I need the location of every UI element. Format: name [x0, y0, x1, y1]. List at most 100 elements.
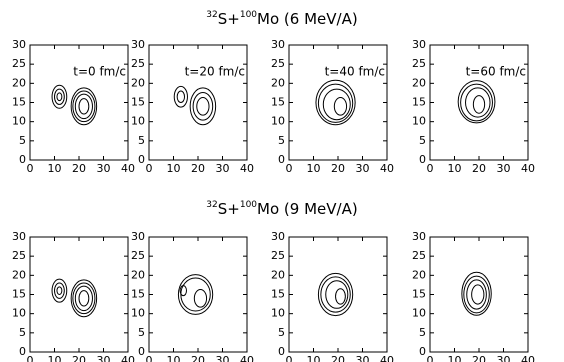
- x-tick-label: 40: [240, 162, 254, 175]
- y-tick-label: 10: [271, 115, 285, 128]
- y-tick-label: 15: [412, 288, 426, 301]
- x-tick-label: 0: [286, 354, 293, 362]
- x-tick-label: 30: [216, 354, 230, 362]
- y-tick-label: 0: [19, 153, 26, 166]
- contour-line: [189, 87, 217, 126]
- contour-line: [176, 90, 186, 103]
- y-tick-label: 5: [419, 134, 426, 147]
- y-tick-label: 0: [138, 345, 145, 358]
- contour-line: [460, 83, 493, 122]
- superscript: 100: [240, 200, 257, 210]
- y-tick-label: 20: [271, 268, 285, 281]
- x-tick-label: 40: [240, 354, 254, 362]
- contour-line: [51, 84, 68, 109]
- x-tick-label: 10: [307, 162, 321, 175]
- y-tick-label: 30: [131, 230, 145, 243]
- x-tick-label: 40: [521, 162, 535, 175]
- y-tick-label: 30: [412, 230, 426, 243]
- title-part: Mo (6 MeV/A): [257, 10, 358, 28]
- superscript: 32: [206, 200, 217, 210]
- y-tick-label: 25: [131, 57, 145, 70]
- y-tick-label: 30: [271, 38, 285, 51]
- contour-line: [72, 90, 96, 123]
- contour-line: [457, 80, 496, 124]
- y-tick-label: 0: [419, 153, 426, 166]
- y-tick-label: 0: [419, 345, 426, 358]
- y-tick-label: 15: [12, 288, 26, 301]
- contour-line: [70, 87, 98, 126]
- y-tick-label: 0: [278, 345, 285, 358]
- x-tick-label: 10: [448, 162, 462, 175]
- contour-line: [463, 275, 490, 314]
- x-tick-label: 10: [48, 354, 62, 362]
- y-tick-label: 30: [12, 38, 26, 51]
- y-tick-label: 20: [131, 76, 145, 89]
- x-tick-label: 10: [48, 162, 62, 175]
- annotation: t=20 fm/c: [185, 65, 245, 79]
- x-tick-label: 30: [356, 354, 370, 362]
- y-tick-label: 0: [19, 345, 26, 358]
- x-tick-label: 0: [27, 354, 34, 362]
- y-tick-label: 15: [131, 96, 145, 109]
- x-tick-label: 0: [146, 162, 153, 175]
- y-tick-label: 25: [131, 249, 145, 262]
- plot-frame: [429, 44, 529, 161]
- y-tick-label: 5: [19, 326, 26, 339]
- y-tick-label: 30: [271, 230, 285, 243]
- y-tick-label: 10: [12, 307, 26, 320]
- plot-frame: [288, 44, 388, 161]
- x-tick-label: 20: [472, 162, 486, 175]
- y-tick-label: 10: [131, 307, 145, 320]
- x-tick-label: 10: [448, 354, 462, 362]
- contour-line: [180, 277, 211, 312]
- plot-frame: [429, 236, 529, 353]
- superscript: 32: [206, 10, 217, 20]
- x-tick-label: 0: [27, 162, 34, 175]
- contour-line: [74, 285, 93, 312]
- contour-line: [56, 286, 63, 295]
- x-tick-label: 40: [380, 354, 394, 362]
- contour-line: [177, 274, 214, 315]
- x-tick-label: 40: [380, 162, 394, 175]
- x-tick-label: 30: [356, 162, 370, 175]
- contour-line: [56, 92, 63, 102]
- contour-line: [315, 79, 356, 126]
- contour-line: [472, 95, 486, 114]
- contour-line: [192, 92, 214, 121]
- annotation: t=60 fm/c: [466, 65, 526, 79]
- y-tick-label: 20: [271, 76, 285, 89]
- contour-line: [173, 85, 188, 108]
- x-tick-label: 10: [307, 354, 321, 362]
- x-tick-label: 20: [191, 162, 205, 175]
- contour-line: [74, 93, 93, 120]
- x-tick-label: 30: [497, 162, 511, 175]
- x-tick-label: 0: [427, 162, 434, 175]
- y-tick-label: 30: [131, 38, 145, 51]
- x-tick-label: 20: [331, 354, 345, 362]
- contour-line: [70, 279, 98, 318]
- x-tick-label: 40: [521, 354, 535, 362]
- y-tick-label: 30: [412, 38, 426, 51]
- x-tick-label: 10: [167, 162, 181, 175]
- y-tick-label: 20: [12, 76, 26, 89]
- contour-line: [333, 97, 348, 116]
- plot-frame: [288, 236, 388, 353]
- contour-line: [54, 88, 65, 105]
- y-tick-label: 25: [412, 249, 426, 262]
- x-tick-label: 20: [472, 354, 486, 362]
- y-tick-label: 10: [131, 115, 145, 128]
- x-tick-label: 0: [286, 162, 293, 175]
- contour-line: [465, 87, 491, 118]
- title-part: Mo (9 MeV/A): [257, 200, 358, 218]
- contour-line: [317, 272, 354, 317]
- y-tick-label: 0: [278, 153, 285, 166]
- contour-line: [193, 289, 208, 308]
- x-tick-label: 10: [167, 354, 181, 362]
- y-tick-label: 25: [412, 57, 426, 70]
- contour-line: [51, 278, 68, 303]
- x-tick-label: 40: [121, 162, 135, 175]
- y-tick-label: 10: [412, 115, 426, 128]
- y-tick-label: 30: [12, 230, 26, 243]
- y-tick-label: 20: [412, 76, 426, 89]
- y-tick-label: 5: [419, 326, 426, 339]
